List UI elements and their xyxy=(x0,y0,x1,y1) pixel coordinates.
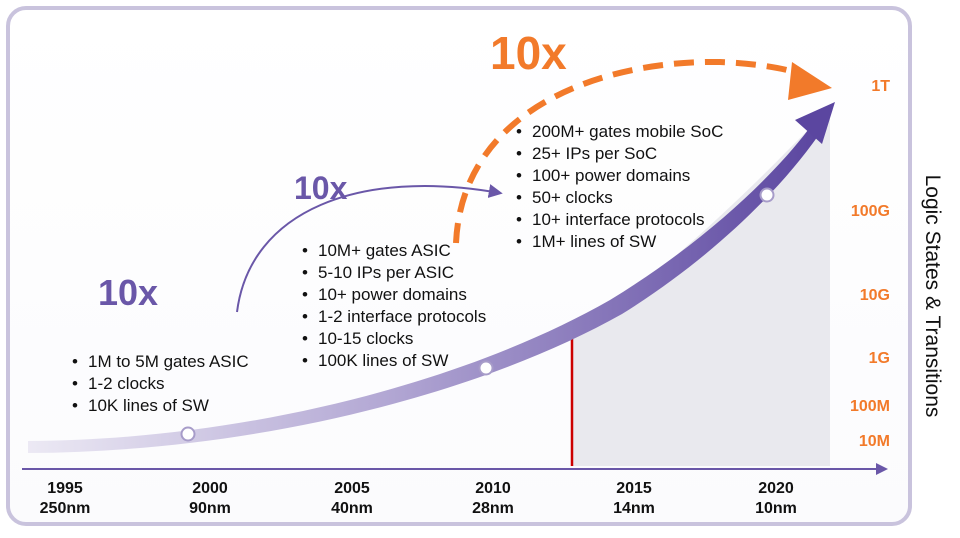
bullet-item: 10M+ gates ASIC xyxy=(302,240,486,262)
bullet-item: 100+ power domains xyxy=(516,165,723,187)
bullet-item: 25+ IPs per SoC xyxy=(516,143,723,165)
bullet-item: 100K lines of SW xyxy=(302,350,486,372)
bullet-item: 5-10 IPs per ASIC xyxy=(302,262,486,284)
x-tick-1995: 1995 250nm xyxy=(39,480,91,517)
dashed-arc-arrowhead xyxy=(788,62,832,100)
x-axis-arrowhead xyxy=(876,463,888,475)
y-label-1t: 1T xyxy=(871,78,890,95)
y-label-100m: 100M xyxy=(849,398,890,415)
bullet-item: 1-2 interface protocols xyxy=(302,306,486,328)
bullet-item: 1M to 5M gates ASIC xyxy=(72,351,249,373)
era-2-bullets: 10M+ gates ASIC 5-10 IPs per ASIC 10+ po… xyxy=(302,240,486,372)
bullet-item: 1-2 clocks xyxy=(72,373,249,395)
multiplier-label-3: 10x xyxy=(490,27,567,79)
multiplier-label-2: 10x xyxy=(294,170,348,206)
growth-curve-arrowhead xyxy=(795,102,835,144)
x-tick-2020: 2020 10nm xyxy=(755,480,797,517)
x-tick-2005: 2005 40nm xyxy=(331,480,373,517)
bullet-item: 10+ interface protocols xyxy=(516,209,723,231)
bullet-item: 1M+ lines of SW xyxy=(516,231,723,253)
growth-curve xyxy=(28,130,818,453)
y-label-100g: 100G xyxy=(850,203,890,220)
bullet-item: 10+ power domains xyxy=(302,284,486,306)
bullet-item: 10K lines of SW xyxy=(72,395,249,417)
y-label-10g: 10G xyxy=(859,287,890,304)
x-tick-2015: 2015 14nm xyxy=(613,480,655,517)
multiplier-label-1: 10x xyxy=(98,272,159,313)
era-3-bullets: 200M+ gates mobile SoC 25+ IPs per SoC 1… xyxy=(516,121,723,253)
dashed-arc-arrow xyxy=(453,58,812,244)
thin-arc-arrow xyxy=(236,184,503,313)
milestone-marker-2000 xyxy=(180,426,196,442)
bullet-item: 10-15 clocks xyxy=(302,328,486,350)
milestone-marker-2020 xyxy=(759,187,775,203)
y-label-10m: 10M xyxy=(858,433,890,450)
bullet-item: 200M+ gates mobile SoC xyxy=(516,121,723,143)
bullet-item: 50+ clocks xyxy=(516,187,723,209)
era-1-bullets: 1M to 5M gates ASIC 1-2 clocks 10K lines… xyxy=(72,351,249,417)
y-label-1g: 1G xyxy=(868,350,890,367)
y-axis-title: Logic States & Transitions xyxy=(921,174,944,418)
x-tick-2010: 2010 28nm xyxy=(472,480,514,517)
x-tick-2000: 2000 90nm xyxy=(189,480,231,517)
